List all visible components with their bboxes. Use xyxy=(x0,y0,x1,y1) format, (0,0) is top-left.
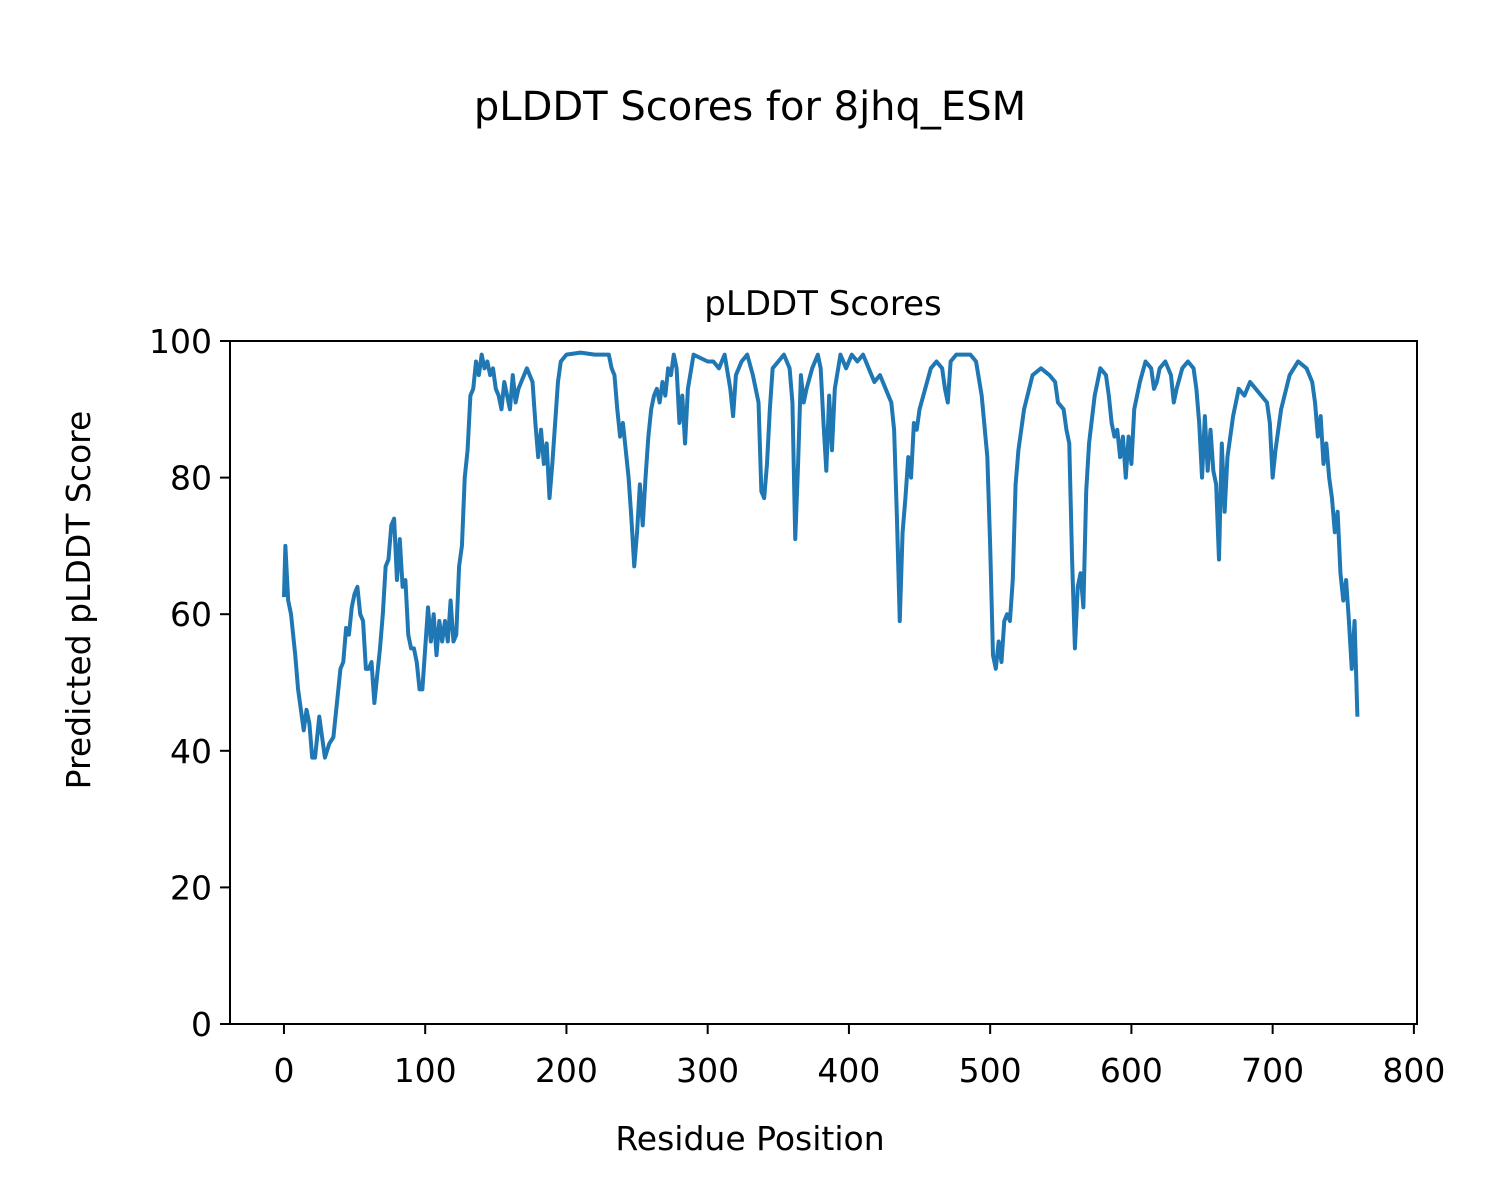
figure-title: pLDDT Scores for 8jhq_ESM xyxy=(474,84,1026,130)
x-tick-label: 400 xyxy=(817,1051,880,1090)
x-tick-label: 100 xyxy=(394,1051,457,1090)
y-tick-label: 20 xyxy=(170,868,212,907)
axes-title: pLDDT Scores xyxy=(704,284,941,324)
x-tick-label: 300 xyxy=(676,1051,739,1090)
y-tick-label: 40 xyxy=(170,732,212,771)
y-tick-label: 60 xyxy=(170,595,212,634)
x-tick-label: 600 xyxy=(1100,1051,1163,1090)
line xyxy=(281,350,1360,760)
x-tick-label: 800 xyxy=(1382,1051,1445,1090)
x-tick-label: 0 xyxy=(273,1051,294,1090)
x-axis-label: Residue Position xyxy=(615,1119,884,1158)
y-tick-label: 100 xyxy=(149,322,212,361)
plot-frame xyxy=(229,340,1418,1025)
x-tick-label: 500 xyxy=(959,1051,1022,1090)
x-tick-label: 700 xyxy=(1241,1051,1304,1090)
y-tick-label: 80 xyxy=(170,459,212,498)
y-axis-label: Predicted pLDDT Score xyxy=(59,411,98,790)
x-tick-label: 200 xyxy=(535,1051,598,1090)
y-tick-label: 0 xyxy=(191,1005,212,1044)
